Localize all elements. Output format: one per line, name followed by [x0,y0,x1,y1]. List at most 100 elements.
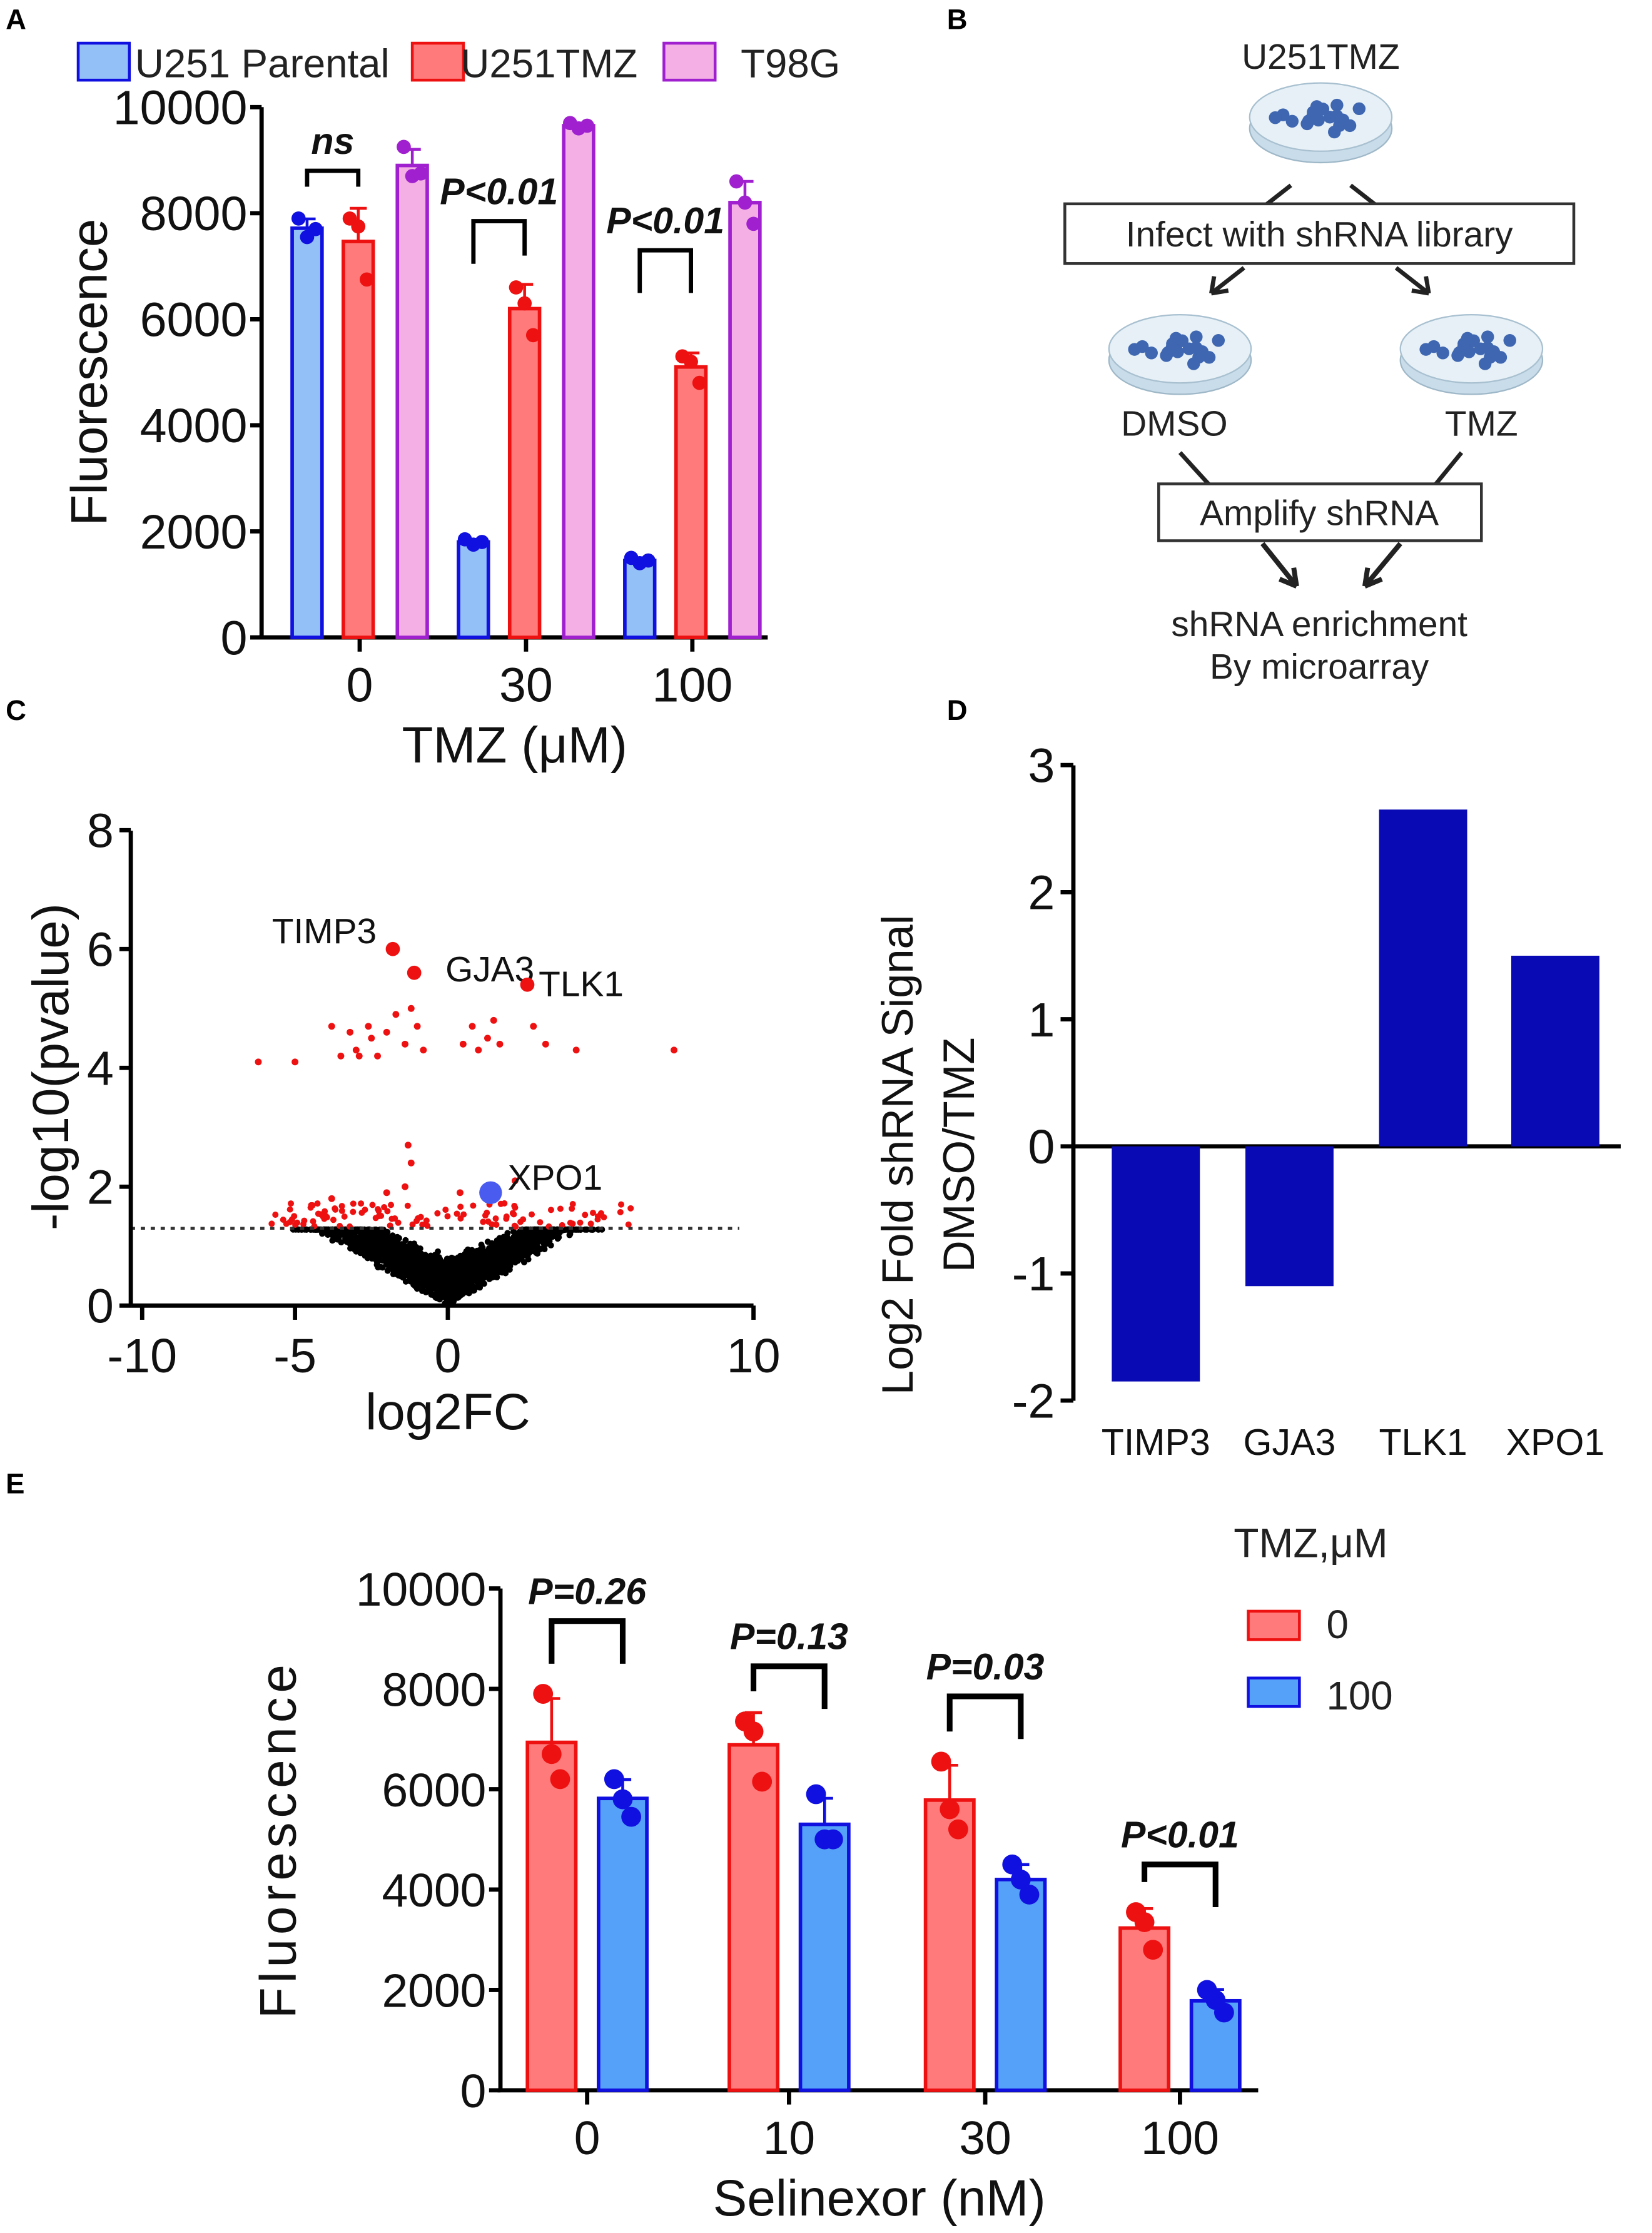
significant-point [459,1040,467,1048]
non-significant-point [373,1232,380,1239]
non-significant-point [435,1248,442,1255]
non-significant-point [412,1266,419,1273]
panel-label-d: D [947,694,968,726]
workflow-diagram: U251TMZ Infect with shRNA library DMSO T… [1063,38,1576,687]
significant-point [310,1218,317,1225]
non-significant-point [549,1232,555,1239]
cell-dot [1419,343,1432,356]
significant-point [309,1202,316,1209]
replicate-point [397,139,411,154]
non-significant-point [500,1243,507,1250]
point-label: TLK1 [539,965,624,1004]
bar-100 [597,1796,649,2092]
non-significant-point [499,1236,506,1243]
point-label: TIMP3 [272,912,377,951]
non-significant-point [381,1230,388,1237]
cell-dot [1300,117,1314,131]
replicate-point [604,1769,624,1790]
significant-point [577,1219,584,1226]
x-axis-label: log2FC [365,1384,530,1441]
y-tick-label: 4 [87,1042,114,1096]
significant-point [395,1219,402,1226]
y-tick-label: 6000 [382,1764,486,1816]
y-tick-label: 6 [87,923,114,977]
significant-point [328,1023,335,1030]
x-tick-label: 100 [652,658,732,712]
non-significant-point [382,1243,389,1250]
non-significant-point [469,1278,475,1285]
significant-point [582,1212,589,1218]
non-significant-point [524,1230,530,1237]
non-significant-point [475,1248,482,1255]
bar-t98g [728,201,762,639]
significant-point [407,1159,415,1167]
non-significant-point [377,1252,383,1258]
y-tick-label: 0 [460,2065,487,2117]
non-significant-point [498,1265,505,1272]
non-significant-point [582,1226,589,1233]
non-significant-point [426,1258,433,1265]
non-significant-point [382,1238,388,1245]
x-axis-label: TMZ (μM) [402,717,627,774]
replicate-point [308,221,323,236]
replicate-point [746,216,761,231]
y-tick-label: 8 [87,804,114,858]
legend-label: 100 [1327,1674,1393,1718]
significant-point [350,1208,357,1215]
replicate-point [641,553,656,568]
cell-dot [1330,109,1344,123]
significant-point [365,1023,372,1030]
cell-dot [1461,332,1474,345]
panel-label-c: C [6,694,26,726]
non-significant-point [372,1226,379,1233]
step-box-amplify [1157,482,1483,542]
non-significant-point [405,1262,412,1269]
non-significant-point [520,1258,527,1265]
non-significant-point [509,1257,515,1264]
significant-point [369,1202,376,1208]
replicate-point [1134,1912,1155,1933]
significance-bracket [305,168,361,187]
y-tick-label: 10000 [113,81,248,135]
non-significant-point [365,1242,372,1248]
cell-dot [1310,100,1324,113]
bar-u251-parental [457,540,490,639]
replicate-point [737,195,753,210]
arrow-down-right-icon [1394,266,1431,296]
x-axis-label: Selinexor (nM) [713,2170,1046,2227]
legend-label: U251TMZ [460,42,637,86]
x-tick-label: TIMP3 [1102,1422,1210,1463]
significant-point [404,1142,412,1149]
non-significant-point [486,1275,493,1282]
non-significant-point [554,1226,560,1233]
significant-point [419,1221,426,1228]
bar-u251tmz [674,365,708,639]
significant-point [402,1040,408,1048]
non-significant-point [487,1249,494,1256]
non-significant-point [438,1283,445,1290]
non-significant-point [430,1264,437,1271]
culture-dish-icon [1399,314,1544,395]
non-significant-point [384,1267,391,1274]
replicate-point [940,1799,960,1820]
p-value-label: ns [311,121,354,162]
non-significant-point [507,1252,514,1259]
p-value-label: P<0.01 [440,171,558,212]
non-significant-point [389,1259,396,1266]
y-tick-label: 8000 [382,1663,486,1716]
culture-dish-icon [1108,314,1252,395]
replicate-point [1019,1885,1040,1905]
x-tick-label: TLK1 [1379,1422,1467,1463]
arrow-line [1434,451,1464,485]
non-significant-point [329,1232,336,1239]
significant-point [268,1220,275,1227]
significant-point [283,1220,290,1227]
y-tick-label: 2 [1028,866,1055,920]
significant-point [475,1046,482,1054]
significant-point [388,1202,395,1208]
non-significant-point [455,1257,462,1264]
significance-bracket [549,1618,626,1664]
non-significant-point [373,1257,380,1264]
significance-bracket [946,1693,1024,1739]
significant-point [388,1215,395,1222]
